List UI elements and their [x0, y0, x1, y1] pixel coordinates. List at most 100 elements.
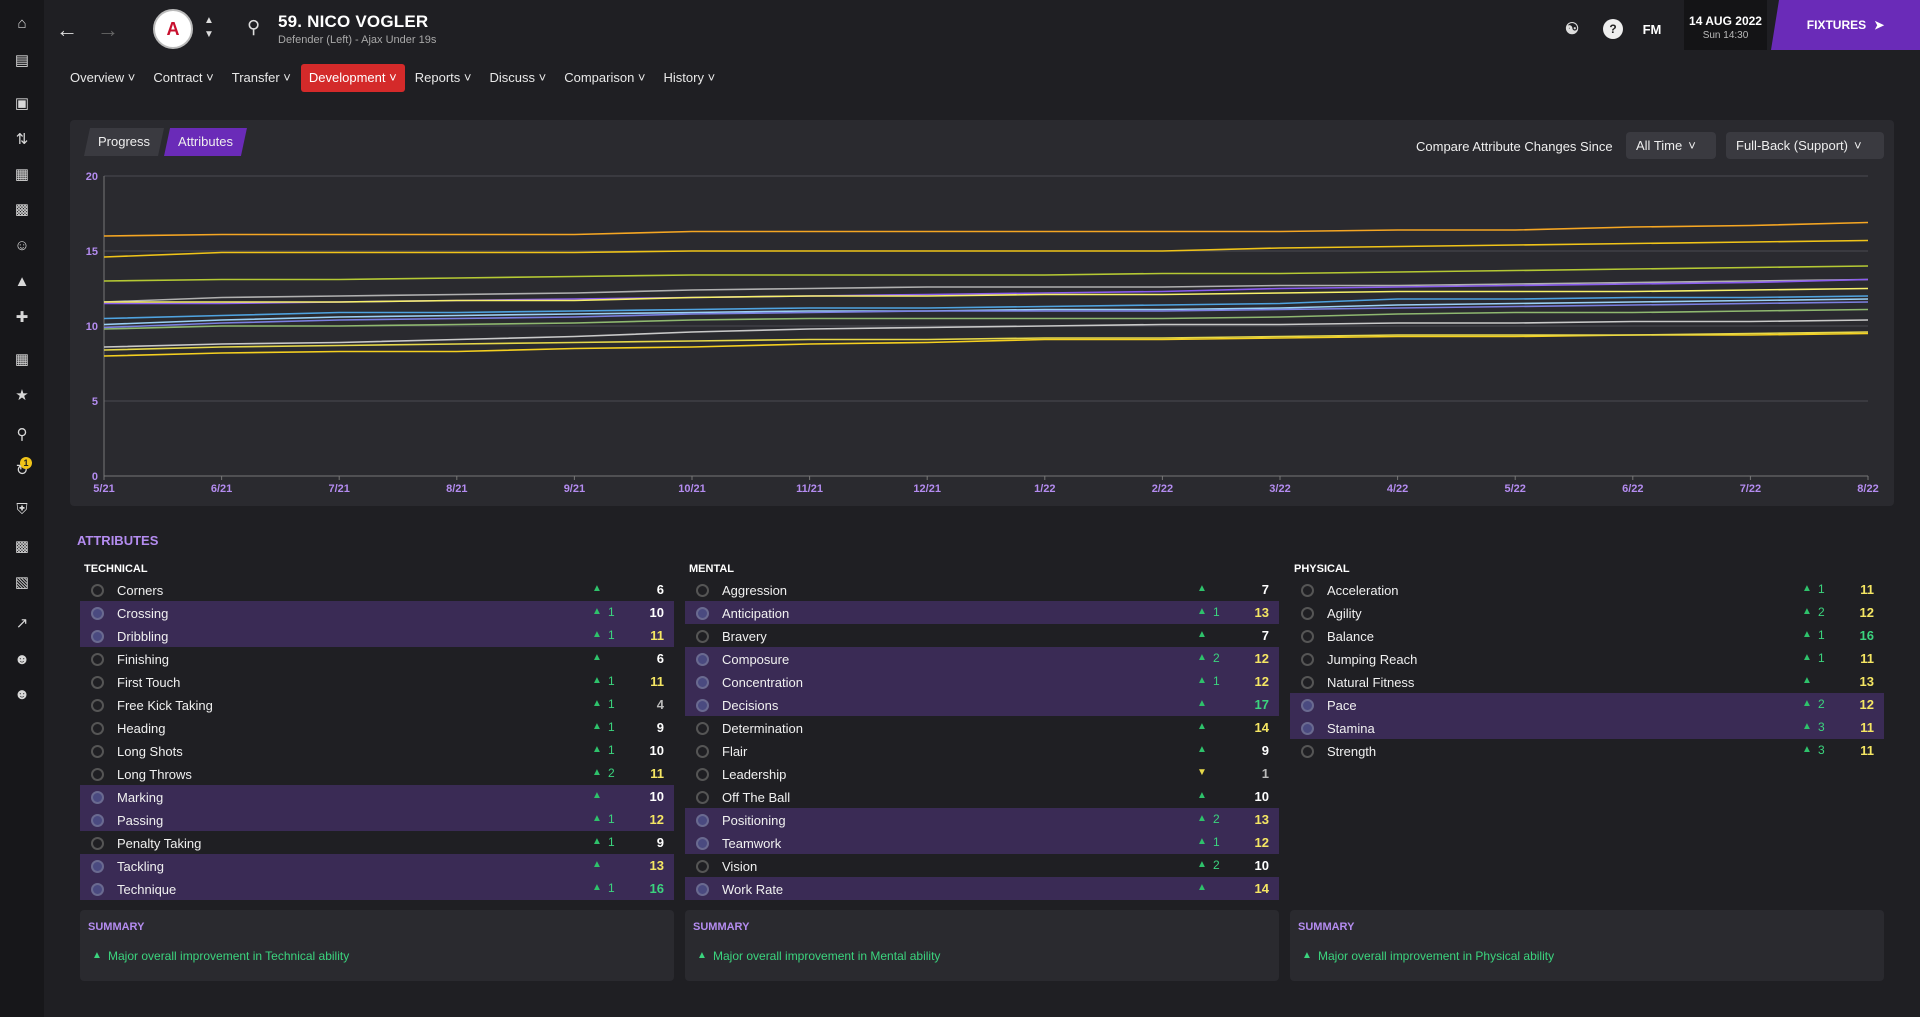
- attribute-highlight-icon[interactable]: [696, 837, 709, 850]
- attribute-row[interactable]: Composure ▲ 2 12: [685, 647, 1279, 670]
- attribute-highlight-icon[interactable]: [1301, 607, 1314, 620]
- attribute-row[interactable]: Tackling ▲ 13: [80, 854, 674, 877]
- attribute-highlight-icon[interactable]: [696, 722, 709, 735]
- attribute-highlight-icon[interactable]: [91, 883, 104, 896]
- fm-menu-button[interactable]: FM: [1642, 21, 1662, 37]
- data-icon[interactable]: ▦: [14, 166, 30, 183]
- staff-list-icon[interactable]: ☻: [14, 650, 30, 668]
- attribute-row[interactable]: Vision ▲ 2 10: [685, 854, 1279, 877]
- attribute-row[interactable]: Bravery ▲ 7: [685, 624, 1279, 647]
- search-icon[interactable]: ⚲: [247, 17, 261, 37]
- attribute-highlight-icon[interactable]: [696, 860, 709, 873]
- attribute-highlight-icon[interactable]: [696, 607, 709, 620]
- attribute-row[interactable]: Technique ▲ 1 16: [80, 877, 674, 900]
- home-icon[interactable]: ⌂: [17, 14, 27, 32]
- attribute-row[interactable]: Teamwork ▲ 1 12: [685, 831, 1279, 854]
- attribute-row[interactable]: Natural Fitness ▲ 13: [1290, 670, 1884, 693]
- attribute-highlight-icon[interactable]: [91, 791, 104, 804]
- attribute-highlight-icon[interactable]: [696, 676, 709, 689]
- fixtures-button[interactable]: FIXTURES ➤: [1771, 0, 1920, 50]
- attribute-highlight-icon[interactable]: [696, 630, 709, 643]
- attribute-highlight-icon[interactable]: [696, 584, 709, 597]
- dynamics-icon[interactable]: ▲: [14, 272, 30, 290]
- attribute-highlight-icon[interactable]: [696, 768, 709, 781]
- attribute-highlight-icon[interactable]: [91, 676, 104, 689]
- tab-development[interactable]: Development ˅: [300, 64, 405, 92]
- attribute-row[interactable]: Off The Ball ▲ 10: [685, 785, 1279, 808]
- subtab-progress[interactable]: Progress: [84, 128, 164, 156]
- attribute-highlight-icon[interactable]: [91, 584, 104, 597]
- tab-comparison[interactable]: Comparison ˅: [564, 70, 646, 85]
- attribute-row[interactable]: Stamina ▲ 3 11: [1290, 716, 1884, 739]
- attribute-row[interactable]: Aggression ▲ 7: [685, 578, 1279, 601]
- attribute-highlight-icon[interactable]: [91, 814, 104, 827]
- attribute-highlight-icon[interactable]: [696, 745, 709, 758]
- attribute-highlight-icon[interactable]: [1301, 630, 1314, 643]
- attribute-row[interactable]: Crossing ▲ 1 10: [80, 601, 674, 624]
- attribute-row[interactable]: Anticipation ▲ 1 13: [685, 601, 1279, 624]
- world-icon[interactable]: ☯: [1564, 21, 1580, 38]
- attribute-row[interactable]: Acceleration ▲ 1 11: [1290, 578, 1884, 601]
- forward-arrow-icon[interactable]: →: [97, 17, 119, 42]
- tab-history[interactable]: History ˅: [663, 70, 716, 85]
- tab-overview[interactable]: Overview ˅: [70, 70, 136, 85]
- attribute-highlight-icon[interactable]: [1301, 745, 1314, 758]
- attribute-highlight-icon[interactable]: [1301, 699, 1314, 712]
- attribute-highlight-icon[interactable]: [91, 837, 104, 850]
- attribute-highlight-icon[interactable]: [696, 814, 709, 827]
- attribute-row[interactable]: Penalty Taking ▲ 1 9: [80, 831, 674, 854]
- attribute-highlight-icon[interactable]: [696, 653, 709, 666]
- attribute-row[interactable]: Finishing ▲ 6: [80, 647, 674, 670]
- attribute-row[interactable]: Flair ▲ 9: [685, 739, 1279, 762]
- attribute-highlight-icon[interactable]: [1301, 676, 1314, 689]
- squad-icon[interactable]: ▣: [14, 95, 30, 112]
- medical-icon[interactable]: ✚: [15, 309, 29, 326]
- attribute-row[interactable]: Decisions ▲ 17: [685, 693, 1279, 716]
- attribute-highlight-icon[interactable]: [91, 722, 104, 735]
- tab-discuss[interactable]: Discuss ˅: [489, 70, 547, 85]
- attribute-row[interactable]: First Touch ▲ 1 11: [80, 670, 674, 693]
- attribute-row[interactable]: Marking ▲ 10: [80, 785, 674, 808]
- attribute-row[interactable]: Long Throws ▲ 2 11: [80, 762, 674, 785]
- training-icon[interactable]: ▩: [14, 201, 30, 218]
- inbox-icon[interactable]: ▤: [14, 52, 30, 69]
- attribute-highlight-icon[interactable]: [91, 745, 104, 758]
- club-vision-icon[interactable]: ⛨: [16, 500, 28, 518]
- manager-icon[interactable]: ☻: [14, 685, 30, 703]
- attribute-highlight-icon[interactable]: [91, 630, 104, 643]
- attribute-row[interactable]: Corners ▲ 6: [80, 578, 674, 601]
- role-dropdown[interactable]: Full-Back (Support) ˅: [1726, 132, 1884, 159]
- player-switch-icon[interactable]: ▲ ▼: [204, 15, 214, 40]
- attribute-row[interactable]: Positioning ▲ 2 13: [685, 808, 1279, 831]
- tab-transfer[interactable]: Transfer ˅: [231, 70, 291, 85]
- subtab-attributes[interactable]: Attributes: [164, 128, 247, 156]
- staff-icon[interactable]: ☺: [14, 236, 30, 254]
- attribute-row[interactable]: Dribbling ▲ 1 11: [80, 624, 674, 647]
- report-icon[interactable]: ↗: [15, 615, 29, 632]
- since-dropdown[interactable]: All Time ˅: [1626, 132, 1716, 159]
- back-arrow-icon[interactable]: ←: [56, 17, 78, 42]
- attribute-highlight-icon[interactable]: [1301, 722, 1314, 735]
- attribute-highlight-icon[interactable]: [696, 791, 709, 804]
- attribute-row[interactable]: Strength ▲ 3 11: [1290, 739, 1884, 762]
- tab-reports[interactable]: Reports ˅: [414, 70, 472, 85]
- scouting-icon[interactable]: ⚲: [16, 426, 28, 443]
- competitions-icon[interactable]: ★: [15, 387, 29, 404]
- attribute-highlight-icon[interactable]: [696, 699, 709, 712]
- attribute-row[interactable]: Passing ▲ 1 12: [80, 808, 674, 831]
- attribute-row[interactable]: Leadership ▼ 1: [685, 762, 1279, 785]
- attribute-highlight-icon[interactable]: [1301, 653, 1314, 666]
- attribute-highlight-icon[interactable]: [91, 768, 104, 781]
- attribute-highlight-icon[interactable]: [696, 883, 709, 896]
- attribute-row[interactable]: Free Kick Taking ▲ 1 4: [80, 693, 674, 716]
- dev-centre-icon[interactable]: ▧: [14, 574, 30, 591]
- attribute-row[interactable]: Determination ▲ 14: [685, 716, 1279, 739]
- tactics-icon[interactable]: ⇅: [15, 131, 29, 148]
- help-icon[interactable]: ?: [1603, 19, 1623, 39]
- attribute-highlight-icon[interactable]: [1301, 584, 1314, 597]
- schedule-icon[interactable]: ▦: [14, 351, 30, 368]
- club-crest-icon[interactable]: A: [153, 9, 193, 49]
- attribute-row[interactable]: Heading ▲ 1 9: [80, 716, 674, 739]
- attribute-highlight-icon[interactable]: [91, 653, 104, 666]
- attribute-highlight-icon[interactable]: [91, 699, 104, 712]
